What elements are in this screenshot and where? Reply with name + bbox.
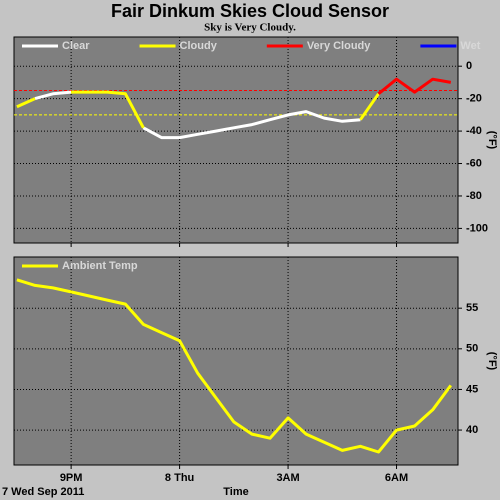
series-line	[16, 90, 380, 129]
x-tick-label: 8 Thu	[165, 472, 194, 484]
legend-label: Ambient Temp	[62, 260, 138, 272]
y-tick-label: 45	[466, 383, 478, 395]
y-tick-label: -100	[466, 222, 488, 234]
x-tick-label: 6AM	[385, 472, 408, 484]
y-tick-label: -60	[466, 157, 482, 169]
y-tick-label: 50	[466, 343, 478, 355]
series-line	[377, 77, 452, 95]
chart-title: Fair Dinkum Skies Cloud Sensor	[111, 1, 389, 21]
y-axis-label: (°F)	[486, 352, 498, 371]
y-tick-label: -40	[466, 125, 482, 137]
y-tick-label: 0	[466, 60, 472, 72]
legend-label: Clear	[62, 40, 90, 52]
chart-subtitle: Sky is Very Cloudy.	[204, 22, 296, 34]
y-tick-label: 40	[466, 424, 478, 436]
x-tick-label: 3AM	[276, 472, 299, 484]
legend-label: Wet	[460, 40, 480, 52]
date-label: 7 Wed Sep 2011	[2, 486, 84, 498]
plot-area	[13, 256, 459, 466]
plot-area	[13, 36, 459, 244]
x-tick-label: 9PM	[60, 472, 83, 484]
y-tick-label: -80	[466, 190, 482, 202]
legend-label: Very Cloudy	[307, 40, 371, 52]
y-tick-label: -20	[466, 93, 482, 105]
legend-label: Cloudy	[180, 40, 218, 52]
y-axis-label: (°F)	[486, 131, 498, 150]
series-line	[34, 90, 361, 140]
x-axis-label: Time	[223, 486, 248, 498]
y-tick-label: 55	[466, 302, 478, 314]
series-line	[16, 278, 453, 454]
